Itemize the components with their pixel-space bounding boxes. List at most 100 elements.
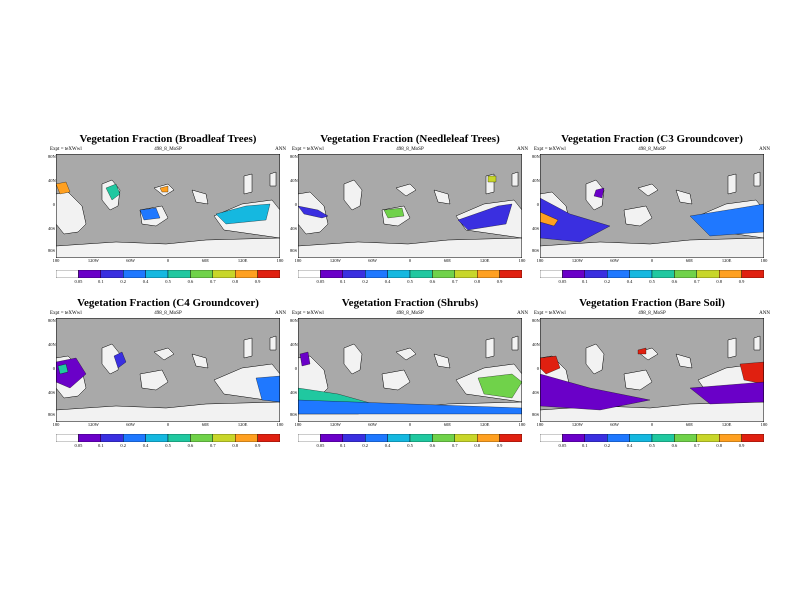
longitude-label: 60W: [610, 422, 620, 427]
colorbar-label: 0.05: [558, 279, 567, 284]
latitude-label: 0: [52, 202, 55, 207]
colorbar-label: 0.5: [165, 443, 171, 448]
map-panel: Vegetation Fraction (Bare Soil) Expt = te…: [532, 297, 772, 472]
colorbar-label: 0.4: [384, 443, 391, 448]
colorbar-label: 0.6: [429, 443, 436, 448]
vegetation-region: [487, 175, 497, 183]
map-plot: [540, 318, 764, 422]
colorbar-swatch: [651, 434, 675, 442]
longitude-label: 60W: [368, 258, 378, 263]
panel-title: Vegetation Fraction (Needleleaf Trees): [320, 133, 500, 145]
land-antarctica: [56, 237, 280, 258]
run-label: 498_8_MoSP: [396, 311, 424, 316]
land-island_r: [511, 335, 519, 351]
colorbar-swatch: [562, 270, 585, 278]
land-nz: [485, 337, 495, 359]
vegetation-region: [540, 211, 559, 227]
vegetation-region: [56, 181, 71, 195]
colorbar-swatch: [122, 270, 146, 278]
colorbar-label: 0.9: [738, 279, 745, 284]
colorbar-swatch: [364, 270, 388, 278]
experiment-label: Expt = teXWwl: [534, 147, 566, 152]
colorbar: [540, 270, 764, 278]
colorbar-swatch: [674, 434, 697, 442]
colorbar-label: 0.5: [165, 279, 171, 284]
map-plot: [298, 154, 522, 258]
colorbar-swatch: [78, 270, 101, 278]
latitude-label: 0: [294, 202, 297, 207]
latitude-label: 80S: [532, 248, 540, 253]
colorbar-swatch: [56, 434, 79, 442]
land-nz: [243, 337, 253, 359]
colorbar-swatch: [145, 434, 169, 442]
latitude-label: 40N: [48, 178, 56, 183]
longitude-label: 180: [276, 422, 284, 427]
longitude-label: 60E: [443, 422, 451, 427]
longitude-label: 180: [52, 422, 60, 427]
colorbar-swatch: [432, 434, 455, 442]
land-antarctica: [56, 401, 280, 422]
colorbar-swatch: [100, 270, 124, 278]
colorbar-swatch: [190, 270, 213, 278]
land-eurasia_s: [395, 183, 417, 197]
longitude-label: 120E: [721, 422, 732, 427]
land-australia: [381, 369, 411, 391]
experiment-label: Expt = teXWwl: [50, 147, 82, 152]
longitude-label: 60W: [126, 258, 136, 263]
colorbar-swatch: [320, 270, 343, 278]
colorbar-swatch: [100, 434, 124, 442]
land-australia: [139, 369, 169, 391]
longitude-label: 180: [760, 258, 768, 263]
longitude-label: 120E: [721, 258, 732, 263]
colorbar-swatch: [387, 270, 411, 278]
map-panel: Vegetation Fraction (Broadleaf Trees) Exp…: [48, 133, 288, 308]
period-label: ANN: [517, 147, 528, 152]
longitude-label: 120W: [571, 422, 583, 427]
longitude-label: 180: [760, 422, 768, 427]
colorbar-label: 0.6: [671, 279, 678, 284]
vegetation-region: [689, 203, 764, 237]
land-nz: [727, 337, 737, 359]
period-label: ANN: [517, 311, 528, 316]
land-eurasia_s: [395, 347, 417, 361]
longitude-label: 0: [166, 258, 170, 263]
land-africa: [585, 343, 605, 375]
latitude-label: 80N: [48, 318, 56, 323]
colorbar-label: 0.7: [693, 279, 700, 284]
colorbar-label: 0.4: [142, 443, 149, 448]
colorbar-swatch: [167, 270, 191, 278]
longitude-label: 120E: [237, 258, 248, 263]
colorbar: [56, 270, 280, 278]
colorbar-label: 0.05: [558, 443, 567, 448]
longitude-label: 0: [408, 422, 412, 427]
colorbar: [298, 434, 522, 442]
colorbar-label: 0.05: [316, 443, 325, 448]
colorbar-swatch: [454, 434, 478, 442]
colorbar-swatch: [78, 434, 101, 442]
latitude-label: 80S: [48, 248, 56, 253]
colorbar-label: 0.1: [97, 279, 104, 284]
vegetation-region: [457, 203, 513, 231]
map-plot: [298, 318, 522, 422]
latitude-label: 80S: [290, 248, 298, 253]
colorbar-swatch: [298, 270, 321, 278]
colorbar-label: 0.4: [384, 279, 391, 284]
colorbar-swatch: [651, 270, 675, 278]
colorbar-label: 0.9: [254, 443, 261, 448]
land-island_r: [511, 171, 519, 187]
colorbar-swatch: [629, 270, 653, 278]
colorbar-swatch: [499, 270, 522, 278]
colorbar-swatch: [298, 434, 321, 442]
colorbar-swatch: [364, 434, 388, 442]
period-label: ANN: [275, 311, 286, 316]
land-india: [433, 189, 451, 205]
colorbar-label: 0.2: [362, 279, 368, 284]
colorbar-label: 0.1: [339, 443, 346, 448]
panel-title: Vegetation Fraction (Shrubs): [341, 297, 479, 309]
longitude-label: 60E: [685, 422, 693, 427]
vegetation-region: [298, 399, 522, 415]
colorbar-swatch: [584, 434, 608, 442]
longitude-label: 180: [52, 258, 60, 263]
map-panel: Vegetation Fraction (C3 Groundcover) Expt…: [532, 133, 772, 308]
latitude-label: 80S: [48, 412, 56, 417]
